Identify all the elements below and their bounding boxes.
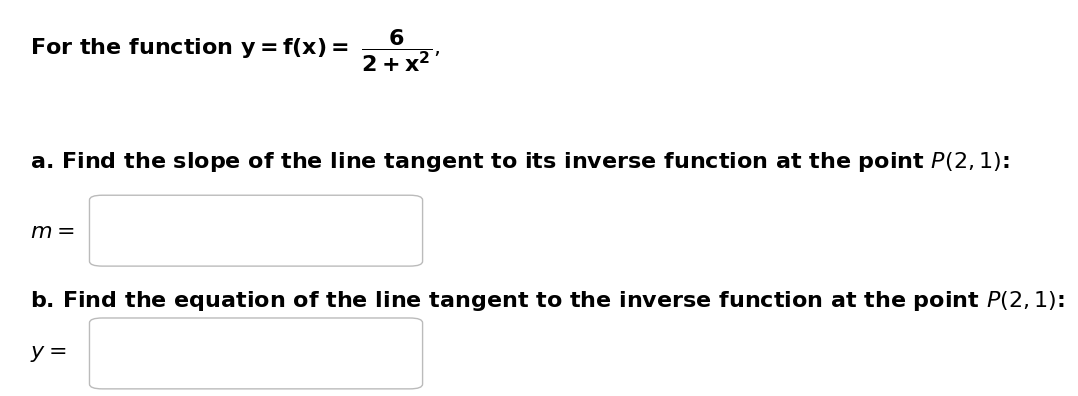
- Text: $m =$: $m =$: [30, 222, 74, 242]
- Text: For the function $\mathbf{y = f(x) =}$ $\mathbf{\dfrac{6}{2 + x^2}},$: For the function $\mathbf{y = f(x) =}$ $…: [30, 28, 440, 74]
- FancyBboxPatch shape: [89, 195, 423, 266]
- Text: b. Find the equation of the line tangent to the inverse function at the point $P: b. Find the equation of the line tangent…: [30, 289, 1065, 313]
- Text: a. Find the slope of the line tangent to its inverse function at the point $P(2,: a. Find the slope of the line tangent to…: [30, 150, 1010, 175]
- Text: $y =$: $y =$: [30, 345, 67, 364]
- FancyBboxPatch shape: [89, 318, 423, 389]
